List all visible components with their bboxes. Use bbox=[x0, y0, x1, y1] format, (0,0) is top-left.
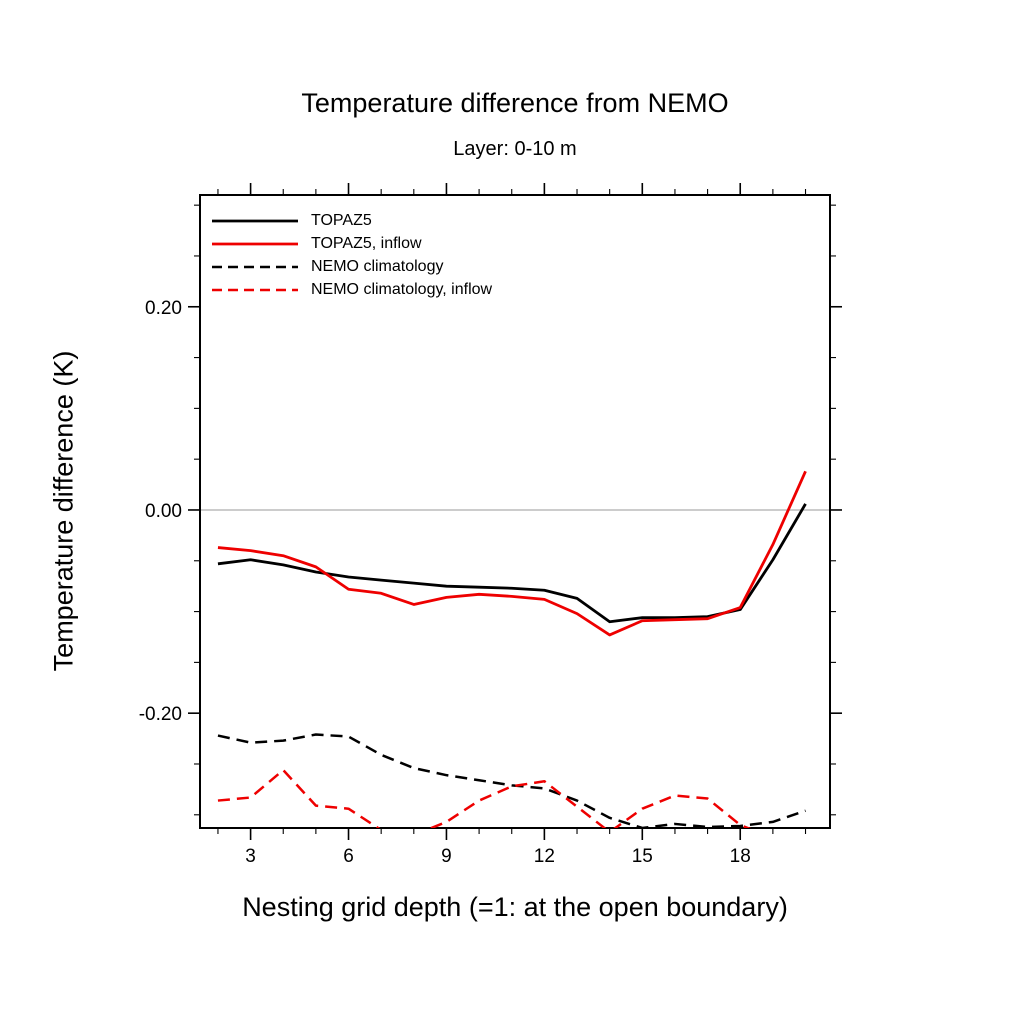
series-line-3 bbox=[217, 768, 752, 828]
series-line-2 bbox=[217, 733, 806, 828]
legend-swatch-line bbox=[212, 288, 298, 292]
legend-label: TOPAZ5 bbox=[311, 212, 372, 229]
x-axis-label: Nesting grid depth (=1: at the open boun… bbox=[242, 892, 788, 922]
x-tick-label: 9 bbox=[441, 846, 452, 867]
plot-frame bbox=[199, 194, 831, 829]
chart-subtitle: Layer: 0-10 m bbox=[453, 138, 577, 160]
legend-swatch-line bbox=[212, 242, 298, 246]
x-tick-label: 15 bbox=[632, 846, 653, 867]
legend: TOPAZ5 TOPAZ5, inflow NEMO climatology NEMO… bbox=[210, 212, 492, 299]
legend-item: TOPAZ5 bbox=[210, 212, 492, 230]
legend-swatch-line bbox=[212, 219, 298, 223]
series-line-0 bbox=[217, 503, 807, 624]
y-tick-label: 0.00 bbox=[145, 501, 182, 522]
series-line-1 bbox=[217, 470, 807, 637]
legend-label: TOPAZ5, inflow bbox=[311, 235, 422, 252]
x-tick-label: 3 bbox=[245, 846, 256, 867]
legend-label: NEMO climatology, inflow bbox=[311, 281, 493, 298]
x-tick-label: 18 bbox=[730, 846, 751, 867]
legend-label: NEMO climatology bbox=[311, 258, 444, 275]
x-tick-label: 12 bbox=[534, 846, 555, 867]
chart-title: Temperature difference from NEMO bbox=[301, 88, 729, 118]
legend-swatch-line bbox=[212, 265, 298, 269]
x-tick-label: 6 bbox=[343, 846, 354, 867]
legend-item: NEMO climatology bbox=[210, 258, 492, 276]
legend-item: NEMO climatology, inflow bbox=[210, 281, 492, 299]
y-tick-label: -0.20 bbox=[139, 704, 182, 725]
legend-item: TOPAZ5, inflow bbox=[210, 235, 492, 253]
y-tick-label: 0.20 bbox=[145, 298, 182, 319]
